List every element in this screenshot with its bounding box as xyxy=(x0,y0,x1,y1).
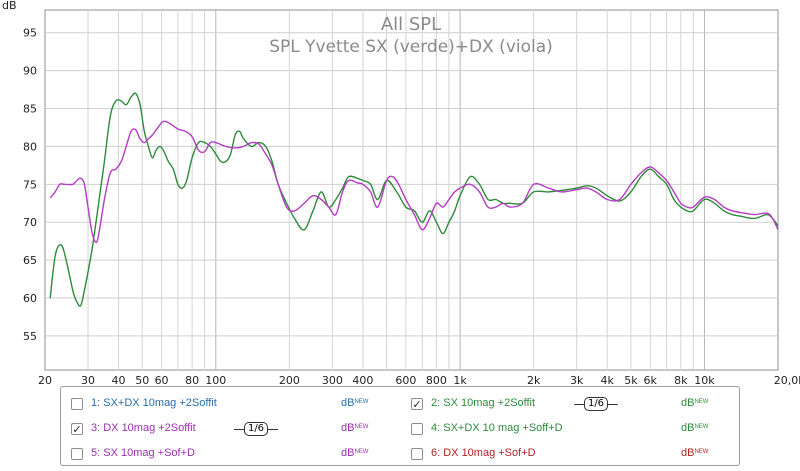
x-tick-label: 20 xyxy=(38,374,52,386)
x-tick-label: 4k xyxy=(601,374,615,386)
y-tick-label: 75 xyxy=(23,178,37,191)
plot-area xyxy=(44,9,779,371)
legend-label-5: 5: SX 10mag +Sof+D xyxy=(91,447,195,459)
chart-subtitle: SPL Yvette SX (verde)+DX (viola) xyxy=(269,37,553,57)
x-tick-label: 3k xyxy=(570,374,584,386)
y-tick-label: 95 xyxy=(23,27,37,40)
legend-unit-1[interactable]: dBNEW xyxy=(341,397,369,409)
legend-label-1: 1: SX+DX 10mag +2Soffit xyxy=(91,397,217,409)
x-tick-label: 400 xyxy=(352,374,373,386)
x-tick-label: 200 xyxy=(279,374,300,386)
y-tick-label: 55 xyxy=(23,330,37,343)
x-tick-label: 100 xyxy=(205,374,226,386)
spl-chart: dB All SPL SPL Yvette SX (verde)+DX (vio… xyxy=(2,0,800,386)
y-tick-labels: 95 90 85 80 75 70 65 60 55 xyxy=(23,27,37,343)
series-lines xyxy=(49,92,779,307)
legend-panel: 1: SX+DX 10mag +2Soffit dBNEW ✓ 2: SX 10… xyxy=(60,386,740,466)
x-tick-label: 800 xyxy=(426,374,447,386)
legend-row-1: 1: SX+DX 10mag +2Soffit dBNEW ✓ 2: SX 10… xyxy=(61,395,739,415)
x-tick-label: 20,0k Hz xyxy=(774,374,800,386)
legend-checkbox-5[interactable] xyxy=(71,448,83,460)
legend-label-4: 4: SX+DX 10 mag +Soff+D xyxy=(431,422,563,434)
legend-label-3: 3: DX 10mag +2Soffit xyxy=(91,422,196,434)
x-tick-label: 30 xyxy=(81,374,95,386)
legend-checkbox-3[interactable]: ✓ xyxy=(71,423,83,436)
legend-item-2[interactable]: ✓ 2: SX 10mag +2Soffit 1/6 dBNEW xyxy=(401,395,741,415)
legend-item-3[interactable]: ✓ 3: DX 10mag +2Soffit 1/6 dBNEW xyxy=(61,420,401,440)
series-line-2 xyxy=(49,120,779,244)
y-tick-label: 80 xyxy=(23,140,37,153)
x-tick-label: 8k xyxy=(674,374,688,386)
smoothing-value-2[interactable]: 1/6 xyxy=(584,397,608,411)
x-tick-label: 10k xyxy=(694,374,715,386)
x-tick-label: 60 xyxy=(155,374,169,386)
x-tick-label: 600 xyxy=(395,374,416,386)
series-line-1 xyxy=(49,92,779,307)
x-tick-label: 2k xyxy=(527,374,541,386)
legend-row-2: ✓ 3: DX 10mag +2Soffit 1/6 dBNEW 4: SX+D… xyxy=(61,420,739,440)
x-tick-label: 6k xyxy=(644,374,658,386)
y-tick-label: 90 xyxy=(23,65,37,78)
x-tick-label: 50 xyxy=(135,374,149,386)
legend-unit-4[interactable]: dBNEW xyxy=(681,422,709,434)
legend-item-1[interactable]: 1: SX+DX 10mag +2Soffit dBNEW xyxy=(61,395,401,415)
legend-checkbox-2[interactable]: ✓ xyxy=(411,398,423,411)
x-tick-label: 40 xyxy=(112,374,126,386)
chart-title: All SPL xyxy=(381,14,441,35)
legend-unit-2[interactable]: dBNEW xyxy=(681,397,709,409)
x-tick-label: 1k xyxy=(453,374,467,386)
legend-unit-3[interactable]: dBNEW xyxy=(341,422,369,434)
legend-checkbox-6[interactable] xyxy=(411,448,423,460)
legend-checkbox-4[interactable] xyxy=(411,423,423,435)
legend-item-4[interactable]: 4: SX+DX 10 mag +Soff+D dBNEW xyxy=(401,420,741,440)
y-tick-label: 60 xyxy=(23,292,37,305)
legend-unit-6[interactable]: dBNEW xyxy=(681,447,709,459)
y-tick-label: 65 xyxy=(23,254,37,267)
y-tick-label: 70 xyxy=(23,216,37,229)
grid-lines xyxy=(45,10,778,370)
smoothing-value-3[interactable]: 1/6 xyxy=(244,422,268,436)
y-axis-label: dB xyxy=(2,0,17,12)
legend-label-2: 2: SX 10mag +2Soffit xyxy=(431,397,536,409)
x-tick-label: 5k xyxy=(624,374,638,386)
legend-row-3: 5: SX 10mag +Sof+D dBNEW 6: DX 10mag +So… xyxy=(61,445,739,465)
x-tick-labels: 20 30 40 50 60 80 100 200 300 400 600 800 1k 2k 3k 4k 5k… xyxy=(38,374,800,386)
legend-checkbox-1[interactable] xyxy=(71,398,83,410)
y-tick-label: 85 xyxy=(23,103,37,116)
x-tick-label: 300 xyxy=(322,374,343,386)
legend-item-5[interactable]: 5: SX 10mag +Sof+D dBNEW xyxy=(61,445,401,465)
legend-label-6: 6: DX 10mag +Sof+D xyxy=(431,447,536,459)
x-tick-label: 80 xyxy=(185,374,199,386)
legend-item-6[interactable]: 6: DX 10mag +Sof+D dBNEW xyxy=(401,445,741,465)
legend-unit-5[interactable]: dBNEW xyxy=(341,447,369,459)
